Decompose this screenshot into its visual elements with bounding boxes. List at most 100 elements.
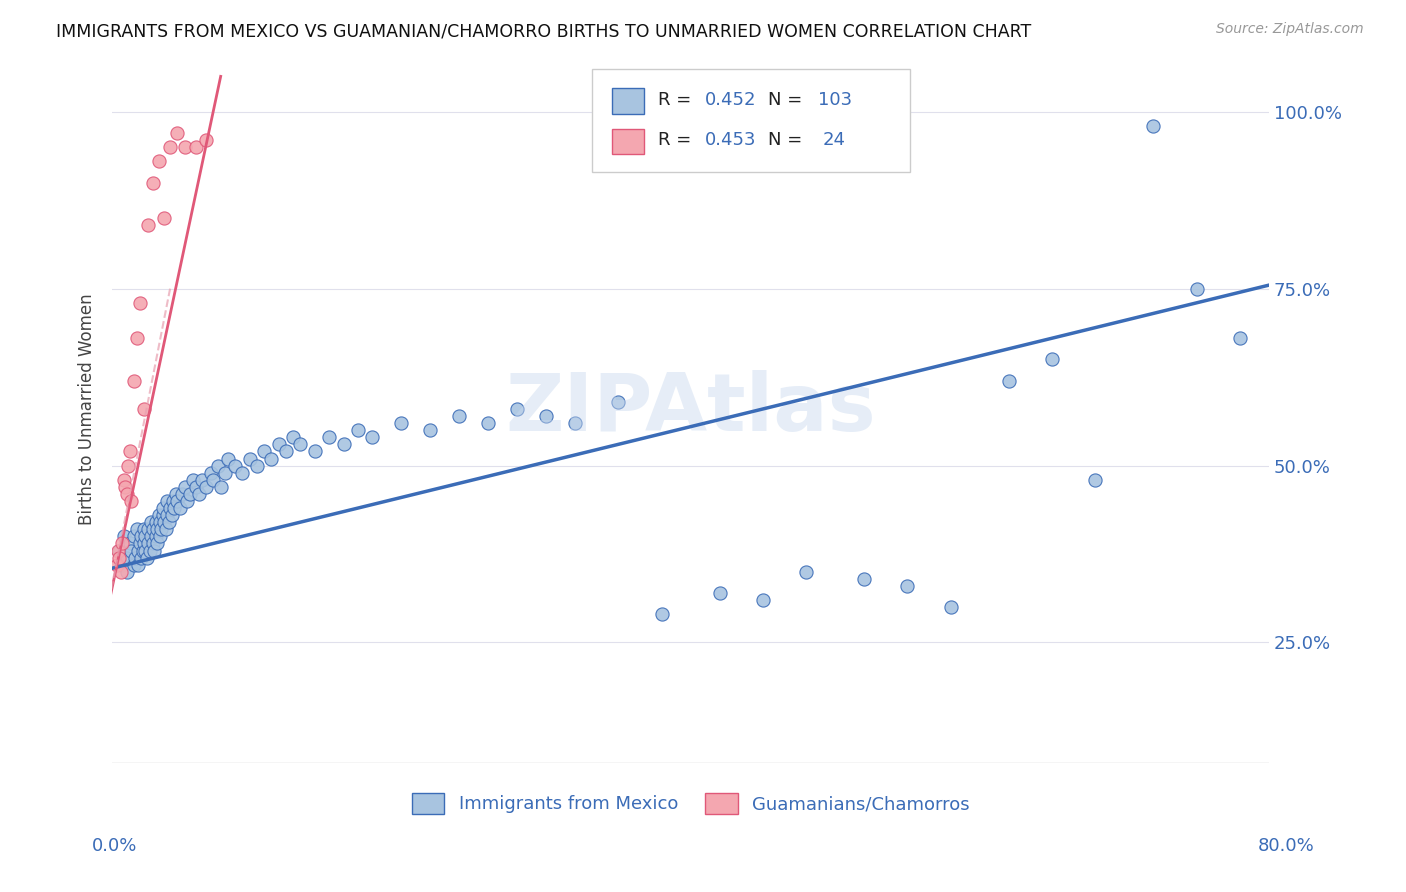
Point — [132, 401, 155, 416]
Point — [134, 543, 156, 558]
Text: 80.0%: 80.0% — [1258, 837, 1315, 855]
Point — [118, 536, 141, 550]
Point — [166, 126, 188, 140]
Point — [173, 140, 195, 154]
Point — [157, 515, 180, 529]
Point — [112, 473, 135, 487]
Point — [141, 515, 163, 529]
Point — [145, 529, 167, 543]
Point — [125, 331, 148, 345]
Point — [391, 416, 413, 430]
Point — [117, 458, 139, 473]
FancyBboxPatch shape — [612, 128, 644, 154]
Text: 0.452: 0.452 — [704, 91, 756, 109]
Point — [217, 451, 239, 466]
Point — [159, 140, 181, 154]
Point — [281, 430, 304, 444]
Point — [332, 437, 354, 451]
Point — [1040, 352, 1063, 367]
Y-axis label: Births to Unmarried Women: Births to Unmarried Women — [79, 293, 96, 524]
Point — [184, 480, 207, 494]
Point — [122, 558, 145, 572]
Point — [179, 487, 201, 501]
Point — [155, 522, 177, 536]
Point — [128, 295, 150, 310]
Point — [170, 487, 193, 501]
Point — [253, 444, 276, 458]
Point — [191, 473, 214, 487]
Point — [318, 430, 340, 444]
Point — [939, 600, 962, 615]
Point — [149, 529, 172, 543]
Point — [564, 416, 586, 430]
Point — [127, 558, 149, 572]
Point — [709, 586, 731, 600]
Point — [207, 458, 229, 473]
Point — [419, 423, 441, 437]
FancyBboxPatch shape — [592, 70, 910, 172]
Text: R =: R = — [658, 131, 697, 149]
Point — [132, 522, 155, 536]
Point — [896, 579, 918, 593]
Point — [449, 409, 471, 423]
Point — [651, 607, 673, 622]
Point — [114, 480, 136, 494]
Point — [134, 529, 156, 543]
Point — [141, 529, 163, 543]
Point — [120, 543, 142, 558]
Text: 0.453: 0.453 — [704, 131, 756, 149]
Point — [163, 501, 186, 516]
Point — [150, 522, 173, 536]
Point — [105, 558, 128, 572]
Point — [115, 550, 138, 565]
Point — [169, 501, 191, 516]
Point — [274, 444, 297, 458]
Point — [156, 494, 179, 508]
Point — [224, 458, 246, 473]
Point — [108, 543, 131, 558]
Point — [142, 536, 165, 550]
Point — [127, 543, 149, 558]
Point — [347, 423, 370, 437]
Point — [124, 550, 146, 565]
Point — [132, 536, 155, 550]
Point — [173, 480, 195, 494]
Point — [209, 480, 232, 494]
Point — [148, 508, 170, 522]
Point — [534, 409, 557, 423]
Text: 103: 103 — [818, 91, 852, 109]
Point — [146, 522, 169, 536]
FancyBboxPatch shape — [612, 88, 644, 114]
Point — [143, 543, 166, 558]
Point — [246, 458, 269, 473]
Text: Source: ZipAtlas.com: Source: ZipAtlas.com — [1216, 22, 1364, 37]
Point — [1084, 473, 1107, 487]
Point — [794, 565, 817, 579]
Point — [138, 522, 160, 536]
Point — [128, 536, 150, 550]
Point — [120, 494, 142, 508]
Point — [290, 437, 312, 451]
Point — [131, 543, 153, 558]
Point — [125, 522, 148, 536]
Point — [506, 401, 529, 416]
Point — [122, 529, 145, 543]
Point — [115, 487, 138, 501]
Point — [188, 487, 211, 501]
Point — [239, 451, 262, 466]
Point — [108, 550, 131, 565]
Point — [160, 508, 183, 522]
Point — [111, 558, 134, 572]
Point — [115, 565, 138, 579]
Text: ZIPAtlas: ZIPAtlas — [505, 370, 876, 448]
Point — [142, 176, 165, 190]
Point — [138, 536, 160, 550]
Point — [184, 140, 207, 154]
Point — [195, 133, 218, 147]
Point — [1185, 282, 1208, 296]
Text: N =: N = — [768, 91, 808, 109]
Point — [129, 529, 152, 543]
Point — [200, 466, 222, 480]
Point — [149, 515, 172, 529]
Point — [166, 494, 188, 508]
